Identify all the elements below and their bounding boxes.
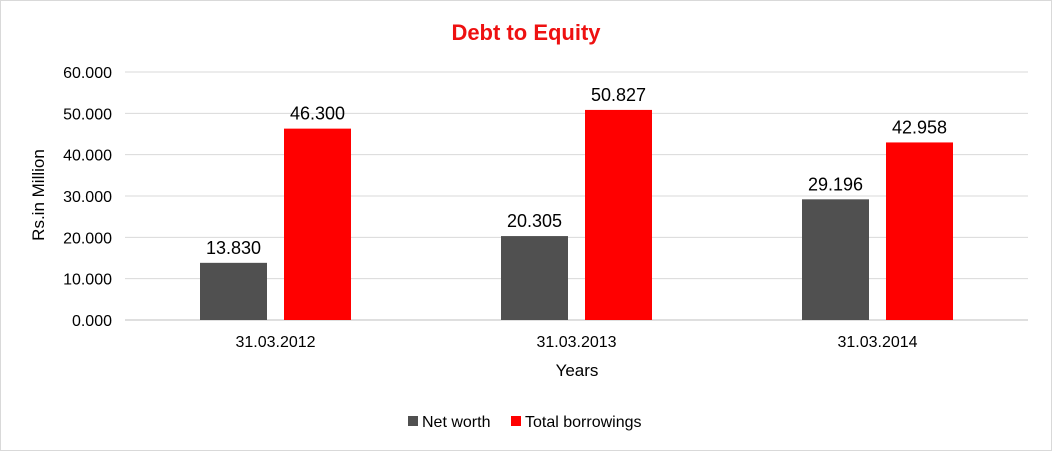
x-tick-label: 31.03.2014	[837, 334, 917, 351]
y-tick-label: 50.000	[63, 106, 112, 123]
bar-total-borrowings	[886, 142, 953, 320]
bar-net-worth	[200, 262, 267, 320]
y-tick-label: 60.000	[63, 65, 112, 82]
data-label: 50.827	[591, 85, 646, 105]
data-label: 13.830	[206, 238, 261, 258]
bars	[200, 109, 953, 320]
y-axis-label: Rs.in Million	[29, 149, 48, 241]
bar-net-worth	[501, 236, 568, 320]
y-tick-label: 10.000	[63, 272, 112, 289]
y-tick-labels: 0.000 10.000 20.000 30.000 40.000 50.000 60.00…	[63, 65, 112, 330]
legend-label: Net worth	[422, 414, 490, 431]
y-tick-label: 0.000	[72, 313, 112, 330]
chart-title: Debt to Equity	[451, 20, 601, 45]
data-label: 42.958	[892, 117, 947, 137]
bar-net-worth	[802, 199, 869, 320]
legend-swatch-net-worth	[408, 416, 418, 426]
bar-total-borrowings	[585, 109, 652, 320]
x-tick-label: 31.03.2012	[235, 334, 315, 351]
x-axis-label: Years	[556, 361, 599, 380]
y-tick-label: 30.000	[63, 189, 112, 206]
bar-total-borrowings	[284, 128, 351, 320]
data-label: 20.305	[507, 211, 562, 231]
legend: Net worth Total borrowings	[408, 414, 642, 431]
data-labels: 13.830 46.300 20.305 50.827 29.196 42.958	[206, 85, 947, 258]
data-label: 29.196	[808, 174, 863, 194]
legend-swatch-total-borrowings	[511, 416, 521, 426]
legend-label: Total borrowings	[525, 414, 642, 431]
y-tick-label: 20.000	[63, 230, 112, 247]
x-tick-labels: 31.03.2012 31.03.2013 31.03.2014	[235, 334, 917, 351]
gridlines	[125, 71, 1028, 321]
y-tick-label: 40.000	[63, 148, 112, 165]
x-tick-label: 31.03.2013	[536, 334, 616, 351]
data-label: 46.300	[290, 104, 345, 124]
